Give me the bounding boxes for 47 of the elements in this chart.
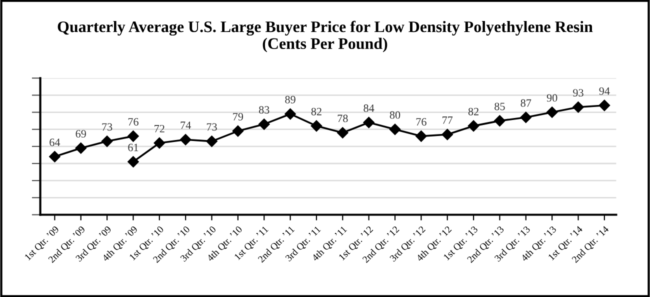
data-label: 69 xyxy=(76,130,86,138)
data-label: 72 xyxy=(154,124,164,132)
data-label: 83 xyxy=(258,106,270,114)
point xyxy=(572,102,584,113)
point xyxy=(546,106,558,118)
point xyxy=(180,134,192,146)
point xyxy=(101,136,113,147)
point xyxy=(598,100,610,112)
data-label: 77 xyxy=(442,116,453,124)
point xyxy=(520,112,532,123)
data-label: 90 xyxy=(546,94,558,102)
data-label: 89 xyxy=(285,96,296,104)
data-label: 87 xyxy=(520,99,532,107)
data-label: 94 xyxy=(599,87,610,95)
point xyxy=(468,120,480,132)
point xyxy=(284,108,296,120)
data-label: 78 xyxy=(338,114,348,122)
data-label: 84 xyxy=(364,104,374,112)
point xyxy=(206,136,218,147)
point xyxy=(442,128,453,140)
point xyxy=(232,125,244,137)
point xyxy=(310,120,322,132)
data-label: 74 xyxy=(180,122,191,129)
point xyxy=(258,118,270,130)
data-label: 82 xyxy=(311,108,322,116)
point xyxy=(389,124,401,135)
data-label: 64 xyxy=(50,138,60,146)
data-label: 93 xyxy=(573,89,584,97)
point xyxy=(75,142,86,154)
data-label: 85 xyxy=(494,102,505,110)
data-label: 73 xyxy=(102,123,112,131)
point xyxy=(337,127,348,138)
data-label: 73 xyxy=(206,123,217,131)
data-label: 76 xyxy=(416,118,426,126)
point xyxy=(416,130,427,142)
data-label: 79 xyxy=(233,112,244,120)
point xyxy=(128,156,139,168)
point xyxy=(494,115,506,126)
point xyxy=(49,151,60,162)
data-label: 80 xyxy=(390,111,400,119)
chart-title: Quarterly Average U.S. Large Buyer Price for Low Density Polyethylene Resin (Cents Per Pound) xyxy=(58,20,593,52)
data-label: 61 xyxy=(128,144,138,152)
point xyxy=(363,116,374,128)
point xyxy=(128,130,139,142)
data-label: 76 xyxy=(128,118,138,126)
point xyxy=(154,137,166,149)
data-label: 82 xyxy=(468,108,478,116)
